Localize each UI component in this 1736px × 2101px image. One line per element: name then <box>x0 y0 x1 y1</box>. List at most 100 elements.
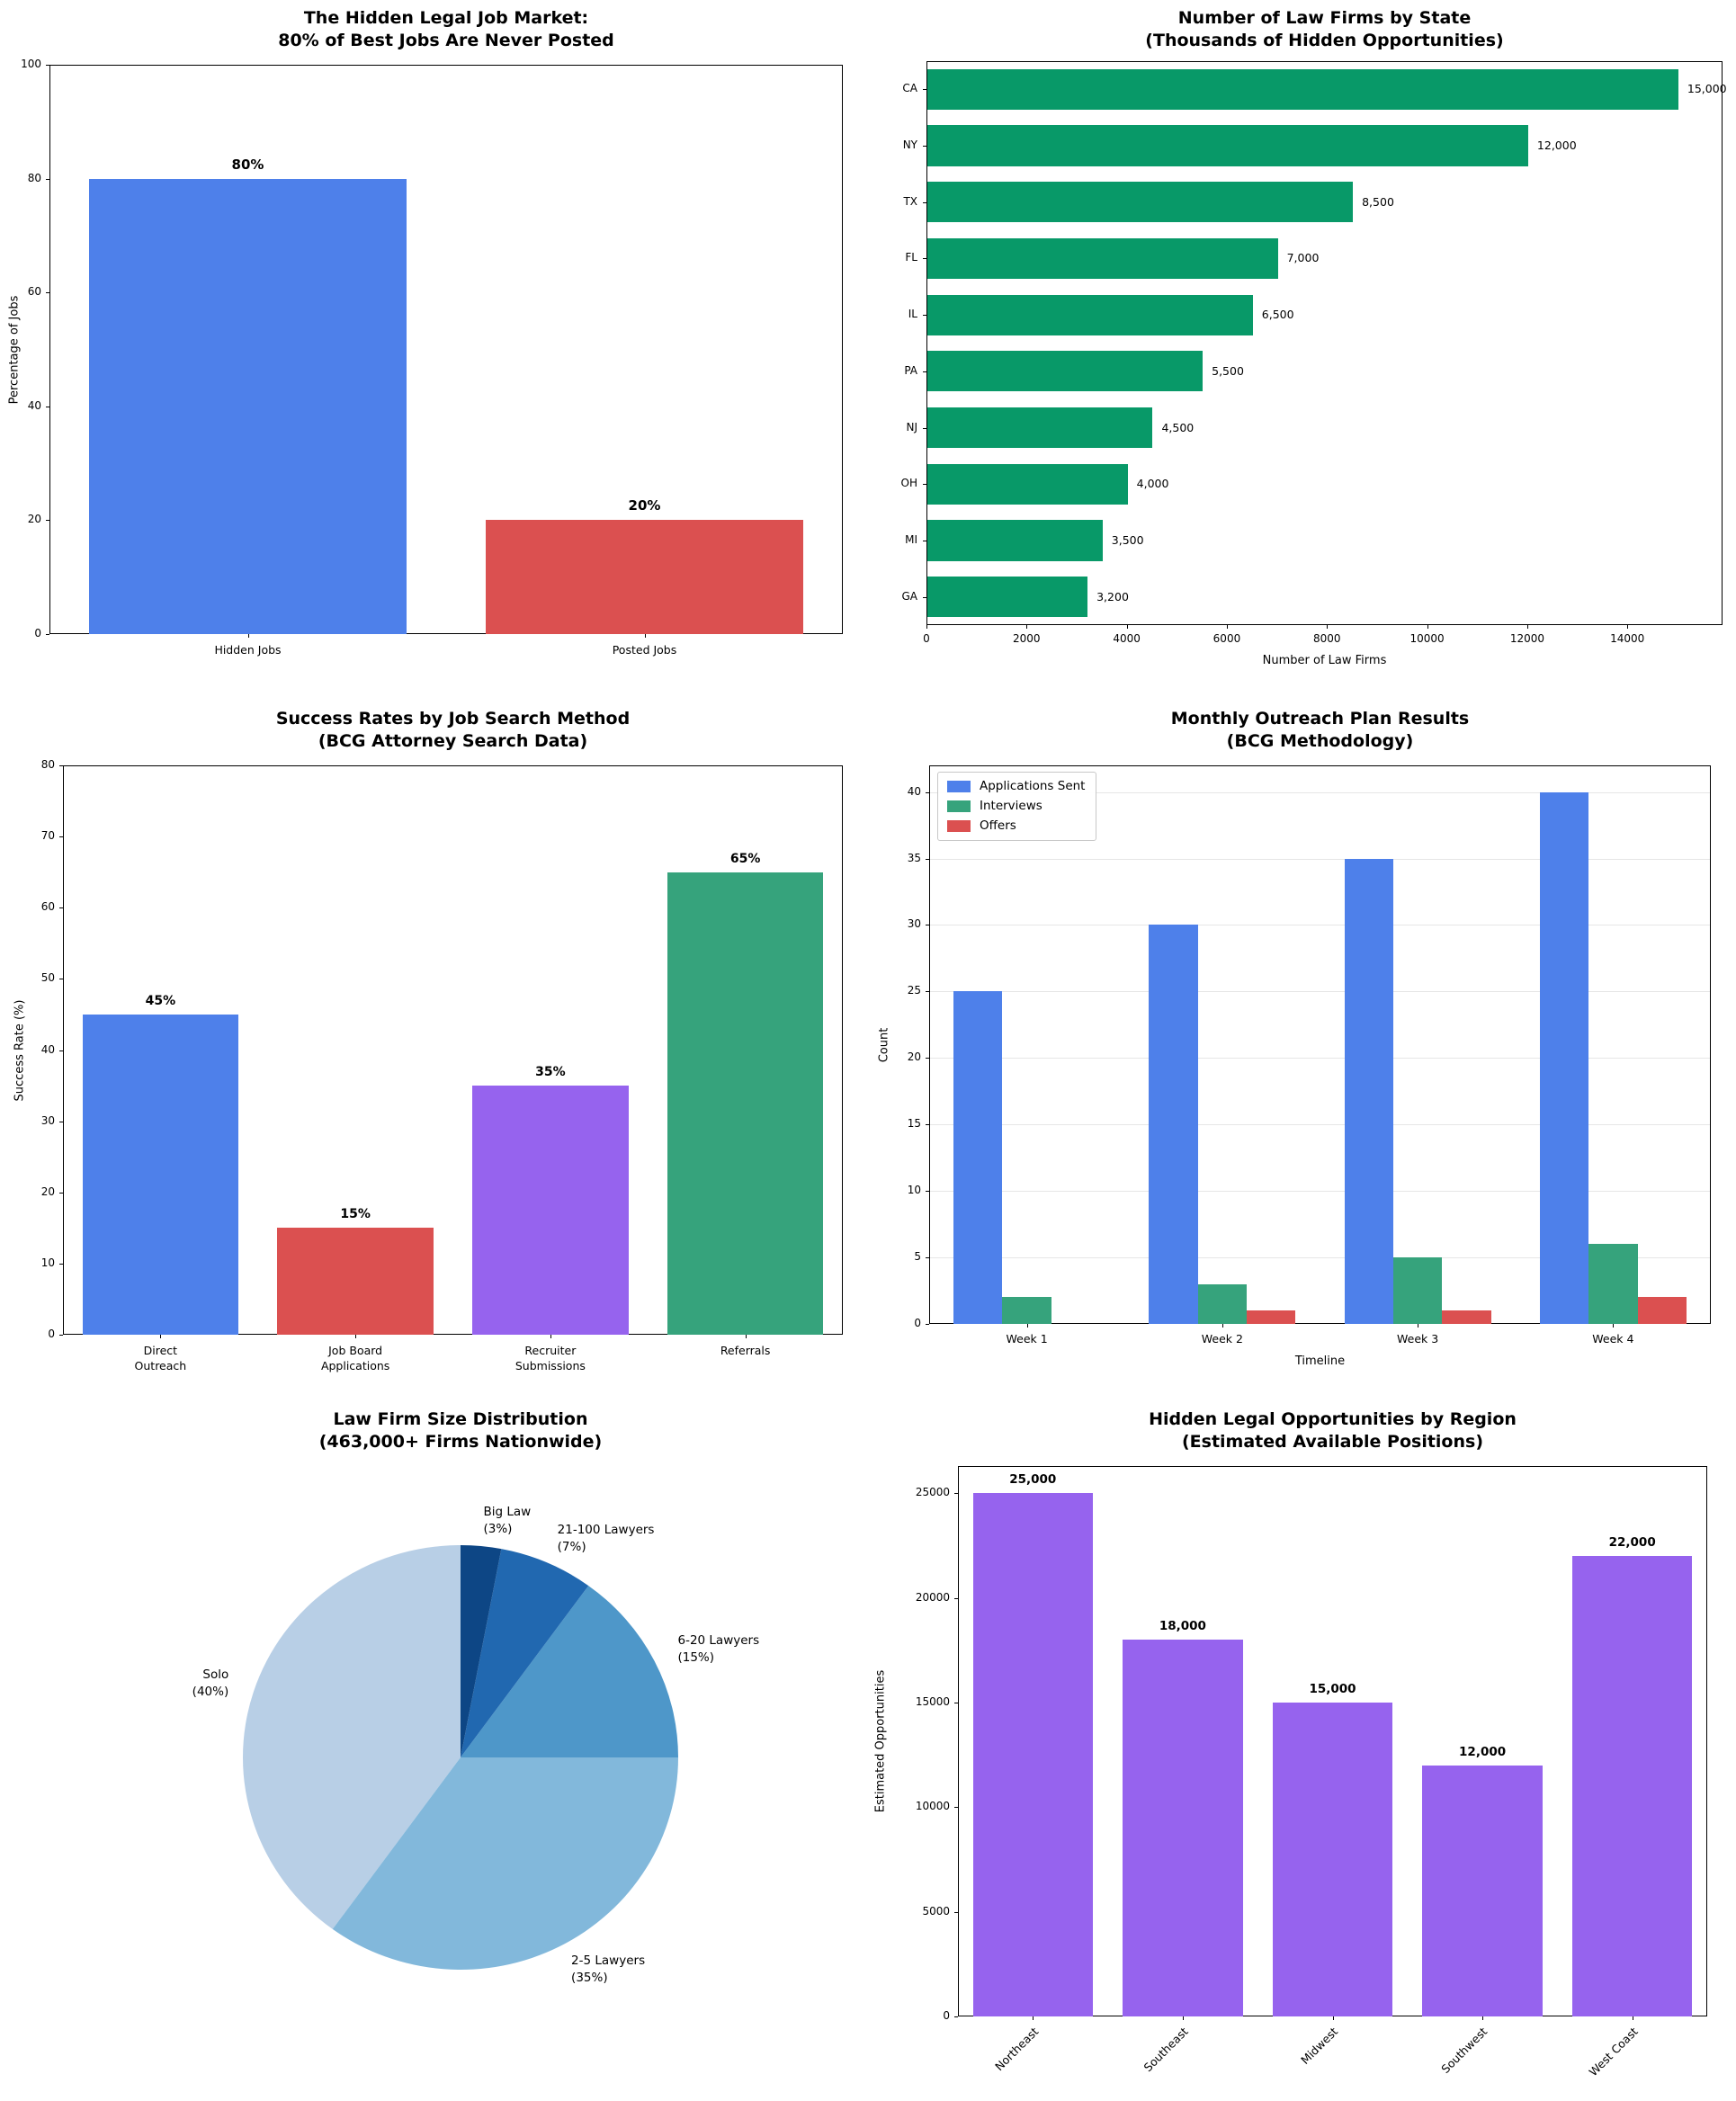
pie-chart <box>243 1545 678 1970</box>
bar-value-label: 3,200 <box>1096 589 1129 603</box>
y-tick-label: 70 <box>40 829 55 843</box>
y-tick-mark <box>954 1807 958 1809</box>
bar-northeast <box>972 1493 1093 2016</box>
bar-ny <box>927 125 1528 166</box>
bar-job-board-applications <box>277 1228 434 1335</box>
y-tick-label: 80 <box>40 758 55 771</box>
y-tick-mark <box>923 201 926 203</box>
y-tick-label: 0 <box>34 627 41 639</box>
x-tick-mark <box>247 634 249 638</box>
bar-value-label: 5,500 <box>1212 363 1244 378</box>
x-tick-mark <box>1613 1324 1615 1328</box>
bar-hidden-jobs <box>89 178 407 634</box>
y-tick-label: 25 <box>907 984 921 997</box>
bar-posted-jobs <box>486 520 803 634</box>
pie-label-21-100-lawyers: 21-100 Lawyers (7%) <box>557 1523 655 1555</box>
pie-slice-2-5-lawyers <box>332 1757 678 1970</box>
chart-title: The Hidden Legal Job Market: 80% of Best… <box>278 8 614 50</box>
y-gridline <box>930 858 1710 860</box>
bar-ga <box>927 577 1088 618</box>
bar-value-label: 3,500 <box>1111 532 1144 547</box>
y-tick-label: 50 <box>40 971 55 985</box>
y-tick-label: 60 <box>40 900 55 914</box>
legend-item-interviews: Interviews <box>947 800 1085 813</box>
y-tick-label: 10000 <box>915 1800 950 1813</box>
bar-offers-week-2 <box>1247 1310 1296 1324</box>
bar-applications-sent-week-3 <box>1344 858 1393 1324</box>
y-tick-label: 40 <box>40 1042 55 1056</box>
bar-value-label: 12,000 <box>1536 139 1577 153</box>
bar-value-label: 22,000 <box>1608 1535 1656 1551</box>
x-tick-label: Hidden Jobs <box>214 643 282 657</box>
y-tick-label: 10 <box>40 1256 55 1269</box>
x-tick-mark <box>644 634 646 638</box>
x-tick-label: 12000 <box>1509 632 1545 645</box>
y-tick-mark <box>954 1493 958 1495</box>
bar-applications-sent-week-2 <box>1149 925 1198 1324</box>
chart-title: Hidden Legal Opportunities by Region (Es… <box>1149 1409 1517 1452</box>
x-tick-label: 14000 <box>1610 632 1645 645</box>
bar-value-label: 4,500 <box>1161 420 1195 434</box>
legend-item-applications-sent: Applications Sent <box>947 780 1085 793</box>
y-tick-mark <box>46 292 49 294</box>
x-tick-label: Direct Outreach <box>134 1344 187 1372</box>
y-tick-mark <box>46 520 49 522</box>
x-tick-mark <box>1526 625 1528 629</box>
panel-law-firms-by-state: Number of Law Firms by State (Thousands … <box>868 0 1736 701</box>
chart-title: Law Firm Size Distribution (463,000+ Fir… <box>318 1409 603 1452</box>
bar-interviews-week-1 <box>1002 1297 1051 1324</box>
x-tick-label: 10000 <box>1409 632 1445 645</box>
bar-nj <box>927 407 1153 449</box>
y-tick-mark <box>59 907 63 909</box>
y-tick-label: 20 <box>40 1185 55 1198</box>
bar-value-label: 4,000 <box>1136 477 1169 491</box>
bar-value-label: 18,000 <box>1159 1619 1206 1634</box>
panel-success-rates: Success Rates by Job Search Method (BCG … <box>0 701 868 1401</box>
y-tick-mark <box>46 65 49 66</box>
x-tick-mark <box>1026 625 1028 629</box>
y-tick-label: 15 <box>907 1117 921 1131</box>
plot-area <box>929 765 1711 1324</box>
y-tick-mark <box>923 89 926 91</box>
x-tick-mark <box>1327 625 1329 629</box>
bar-referrals <box>667 872 824 1335</box>
x-axis-label: Timeline <box>1294 1354 1346 1368</box>
x-tick-label: 6000 <box>1213 632 1241 645</box>
bar-value-label: 65% <box>729 851 761 866</box>
y-tick-mark <box>954 1911 958 1913</box>
y-tick-mark <box>923 146 926 148</box>
y-tick-label: FL <box>905 251 917 264</box>
legend-label: Applications Sent <box>980 779 1086 793</box>
y-tick-label: TX <box>903 194 917 208</box>
y-tick-mark <box>59 1192 63 1194</box>
y-tick-label: 30 <box>907 917 921 931</box>
chart-title: Monthly Outreach Plan Results (BCG Metho… <box>1170 709 1470 751</box>
bar-applications-sent-week-1 <box>953 991 1003 1324</box>
y-tick-label: GA <box>901 589 917 603</box>
bar-value-label: 80% <box>231 156 264 173</box>
x-tick-label: Posted Jobs <box>612 643 677 657</box>
x-tick-mark <box>355 1335 357 1338</box>
pie-slice-solo <box>243 1545 461 1929</box>
legend-label: Offers <box>980 818 1016 833</box>
x-tick-mark <box>550 1335 551 1338</box>
y-tick-mark <box>46 178 49 180</box>
x-tick-label: Southeast <box>1141 2025 1191 2075</box>
pie-label-6-20-lawyers: 6-20 Lawyers (15%) <box>677 1633 760 1665</box>
x-tick-mark <box>1182 2016 1184 2020</box>
bar-applications-sent-week-4 <box>1539 791 1589 1324</box>
y-tick-mark <box>59 765 63 766</box>
y-tick-mark <box>59 836 63 838</box>
x-tick-label: 2000 <box>1013 632 1041 645</box>
bar-fl <box>927 237 1278 280</box>
x-tick-mark <box>1033 2016 1034 2020</box>
x-tick-label: West Coast <box>1586 2025 1641 2079</box>
chart-title: Number of Law Firms by State (Thousands … <box>1145 8 1504 50</box>
x-tick-label: Week 2 <box>1201 1332 1243 1346</box>
bar-value-label: 35% <box>535 1065 566 1080</box>
bar-oh <box>927 463 1128 505</box>
y-tick-label: 0 <box>914 1317 921 1329</box>
y-tick-mark <box>926 1257 929 1259</box>
panel-hidden-job-market: The Hidden Legal Job Market: 80% of Best… <box>0 0 868 701</box>
y-tick-label: 5000 <box>922 1904 950 1918</box>
